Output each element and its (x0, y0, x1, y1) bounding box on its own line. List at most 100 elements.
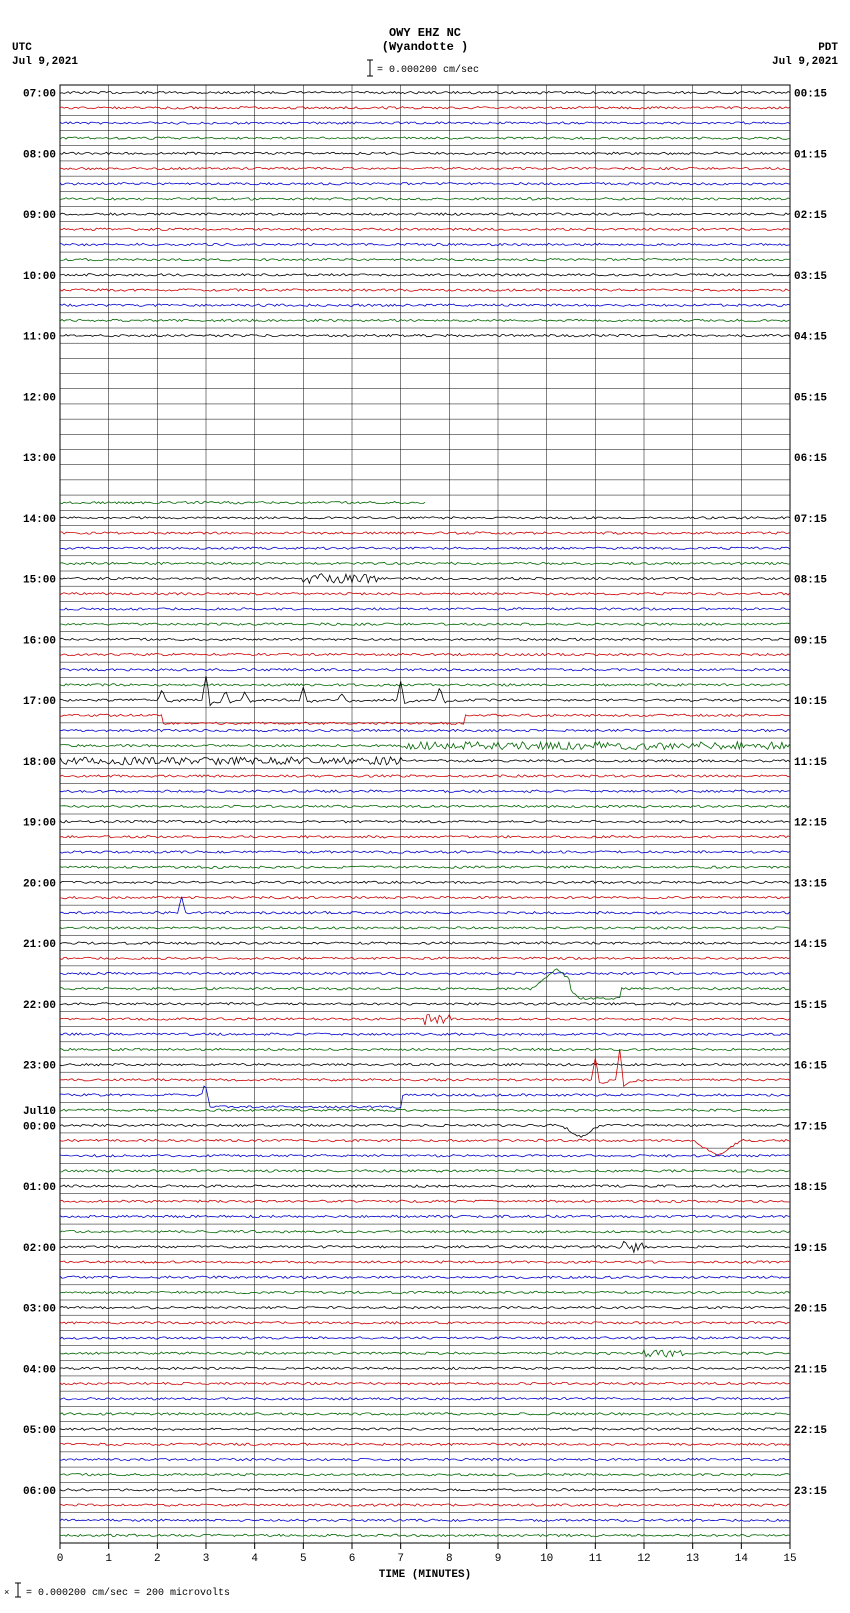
seismic-trace (60, 1534, 790, 1536)
seismic-trace (60, 866, 790, 868)
seismic-trace (60, 107, 790, 109)
seismic-trace (60, 836, 790, 838)
seismic-trace (60, 137, 790, 139)
right-time-label: 15:15 (794, 1000, 827, 1012)
seismic-trace (60, 502, 425, 504)
station-code: OWY EHZ NC (389, 26, 461, 40)
seismic-trace (60, 167, 790, 169)
right-time-label: 01:15 (794, 149, 827, 161)
tz-left: UTC (12, 42, 32, 54)
right-time-label: 14:15 (794, 939, 827, 951)
left-time-label: 16:00 (23, 635, 56, 647)
seismic-trace (60, 183, 790, 185)
right-time-label: 06:15 (794, 453, 827, 465)
right-time-label: 00:15 (794, 89, 827, 101)
seismic-trace (60, 1276, 790, 1278)
x-tick-label: 6 (349, 1553, 356, 1565)
seismic-trace (60, 1504, 790, 1506)
x-tick-label: 10 (540, 1553, 553, 1565)
footer-scale: = 0.000200 cm/sec = 200 microvolts (26, 1587, 230, 1599)
seismic-trace (60, 896, 790, 898)
seismic-trace (60, 213, 790, 215)
seismic-trace (60, 274, 790, 276)
seismic-trace (60, 851, 790, 853)
seismic-trace (60, 805, 790, 807)
left-time-label: 18:00 (23, 757, 56, 769)
seismic-trace (60, 1063, 790, 1065)
seismic-trace (60, 684, 790, 686)
left-time-label: 02:00 (23, 1243, 56, 1255)
seismic-trace (60, 1367, 790, 1369)
left-time-label: 01:00 (23, 1182, 56, 1194)
x-tick-label: 13 (686, 1553, 699, 1565)
seismic-trace (60, 1086, 790, 1108)
seismic-trace (60, 304, 790, 306)
seismic-trace (60, 574, 790, 584)
x-tick-label: 0 (57, 1553, 64, 1565)
left-time-label: 13:00 (23, 453, 56, 465)
right-time-label: 05:15 (794, 392, 827, 404)
seismic-trace (60, 1350, 790, 1357)
x-tick-label: 14 (735, 1553, 749, 1565)
right-time-label: 19:15 (794, 1243, 827, 1255)
seismic-trace (60, 1322, 790, 1324)
seismic-trace (60, 742, 790, 750)
left-time-label: 14:00 (23, 514, 56, 526)
left-time-label: Jul10 (23, 1106, 56, 1118)
seismic-trace (60, 593, 790, 595)
seismic-trace (60, 1231, 790, 1233)
seismic-trace (60, 1049, 790, 1086)
date-right: Jul 9,2021 (772, 56, 838, 68)
x-tick-label: 4 (251, 1553, 258, 1565)
left-time-label: 23:00 (23, 1061, 56, 1073)
x-tick-label: 11 (589, 1553, 603, 1565)
left-time-label: 19:00 (23, 818, 56, 830)
x-tick-label: 7 (397, 1553, 404, 1565)
station-location: (Wyandotte ) (382, 40, 468, 54)
seismic-trace (60, 1109, 790, 1111)
seismic-trace (60, 1428, 790, 1430)
seismic-trace (60, 1458, 790, 1460)
seismic-trace (60, 820, 790, 822)
x-tick-label: 1 (105, 1553, 112, 1565)
right-time-label: 07:15 (794, 514, 827, 526)
seismic-trace (60, 927, 790, 929)
right-time-label: 10:15 (794, 696, 827, 708)
left-time-label: 10:00 (23, 271, 56, 283)
seismic-trace (60, 1306, 790, 1308)
left-time-label: 00:00 (23, 1121, 56, 1133)
seismic-trace (60, 1033, 790, 1035)
seismic-trace (60, 1519, 790, 1521)
seismic-trace (60, 1489, 790, 1491)
seismic-trace (60, 1185, 790, 1187)
right-time-label: 13:15 (794, 878, 827, 890)
seismic-trace (60, 1155, 790, 1157)
seismic-trace (60, 532, 790, 534)
seismic-trace (60, 1139, 790, 1156)
left-time-label: 05:00 (23, 1425, 56, 1437)
left-time-label: 09:00 (23, 210, 56, 222)
seismic-trace (60, 638, 790, 640)
right-time-label: 12:15 (794, 818, 827, 830)
seismic-trace (60, 1474, 790, 1476)
left-time-label: 12:00 (23, 392, 56, 404)
seismic-trace (60, 1291, 790, 1293)
right-time-label: 08:15 (794, 575, 827, 587)
seismic-trace (60, 1215, 790, 1217)
left-time-label: 11:00 (23, 332, 56, 344)
right-time-label: 03:15 (794, 271, 827, 283)
left-time-label: 22:00 (23, 1000, 56, 1012)
footer-tick: × (4, 1588, 9, 1598)
seismic-trace (60, 1241, 790, 1252)
seismic-trace (60, 775, 790, 777)
right-time-label: 17:15 (794, 1121, 827, 1133)
left-time-label: 07:00 (23, 89, 56, 101)
right-time-label: 21:15 (794, 1364, 827, 1376)
x-tick-label: 15 (783, 1553, 796, 1565)
seismogram-chart: OWY EHZ NC(Wyandotte )= 0.000200 cm/secU… (0, 0, 850, 1613)
seismic-trace (60, 790, 790, 792)
seismic-trace (60, 972, 790, 974)
seismic-trace (60, 1398, 790, 1400)
x-tick-label: 8 (446, 1553, 453, 1565)
right-time-label: 11:15 (794, 757, 827, 769)
